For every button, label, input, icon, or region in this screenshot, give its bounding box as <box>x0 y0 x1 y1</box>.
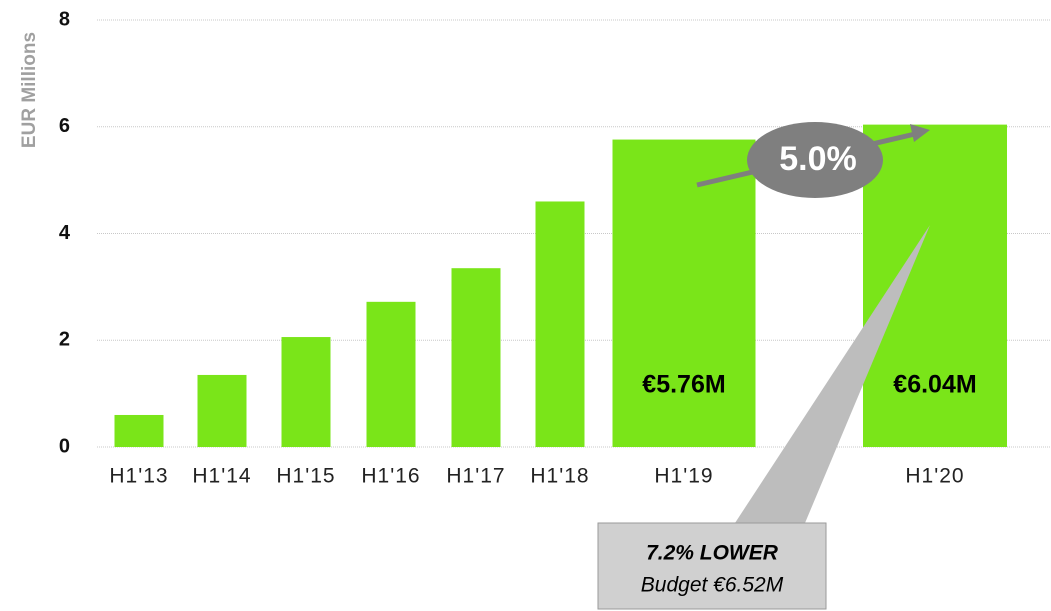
growth-label: 5.0% <box>779 140 857 178</box>
bar <box>612 139 756 447</box>
value-label: €5.76M <box>642 371 725 399</box>
y-axis-label: EUR Millions <box>19 32 40 148</box>
x-tick-label: H1'13 <box>109 465 168 488</box>
bar <box>451 268 501 447</box>
bar <box>281 337 331 447</box>
y-tick-label: 6 <box>59 115 70 137</box>
y-tick-label: 8 <box>59 8 70 30</box>
bar <box>114 414 164 447</box>
y-tick-label: 0 <box>59 435 70 457</box>
x-tick-label: H1'14 <box>192 465 251 488</box>
value-label: €6.04M <box>893 371 976 399</box>
callout-title: 7.2% LOWER <box>646 542 779 565</box>
bar <box>535 201 585 447</box>
bar <box>863 124 1007 448</box>
callout-pointer <box>735 225 930 523</box>
callout-box <box>597 522 827 610</box>
growth-bubble <box>747 122 883 198</box>
y-tick-label: 4 <box>59 222 71 244</box>
arrow-head <box>910 124 930 142</box>
x-tick-label: H1'16 <box>361 465 420 488</box>
bar <box>366 301 416 447</box>
y-tick-label: 2 <box>59 329 70 351</box>
bar <box>197 374 247 447</box>
callout-text: Budget €6.52M <box>641 574 784 597</box>
x-tick-label: H1'18 <box>530 465 589 488</box>
x-tick-label: H1'20 <box>905 465 964 488</box>
x-tick-label: H1'17 <box>446 465 505 488</box>
x-tick-label: H1'15 <box>276 465 335 488</box>
x-tick-label: H1'19 <box>654 465 713 488</box>
